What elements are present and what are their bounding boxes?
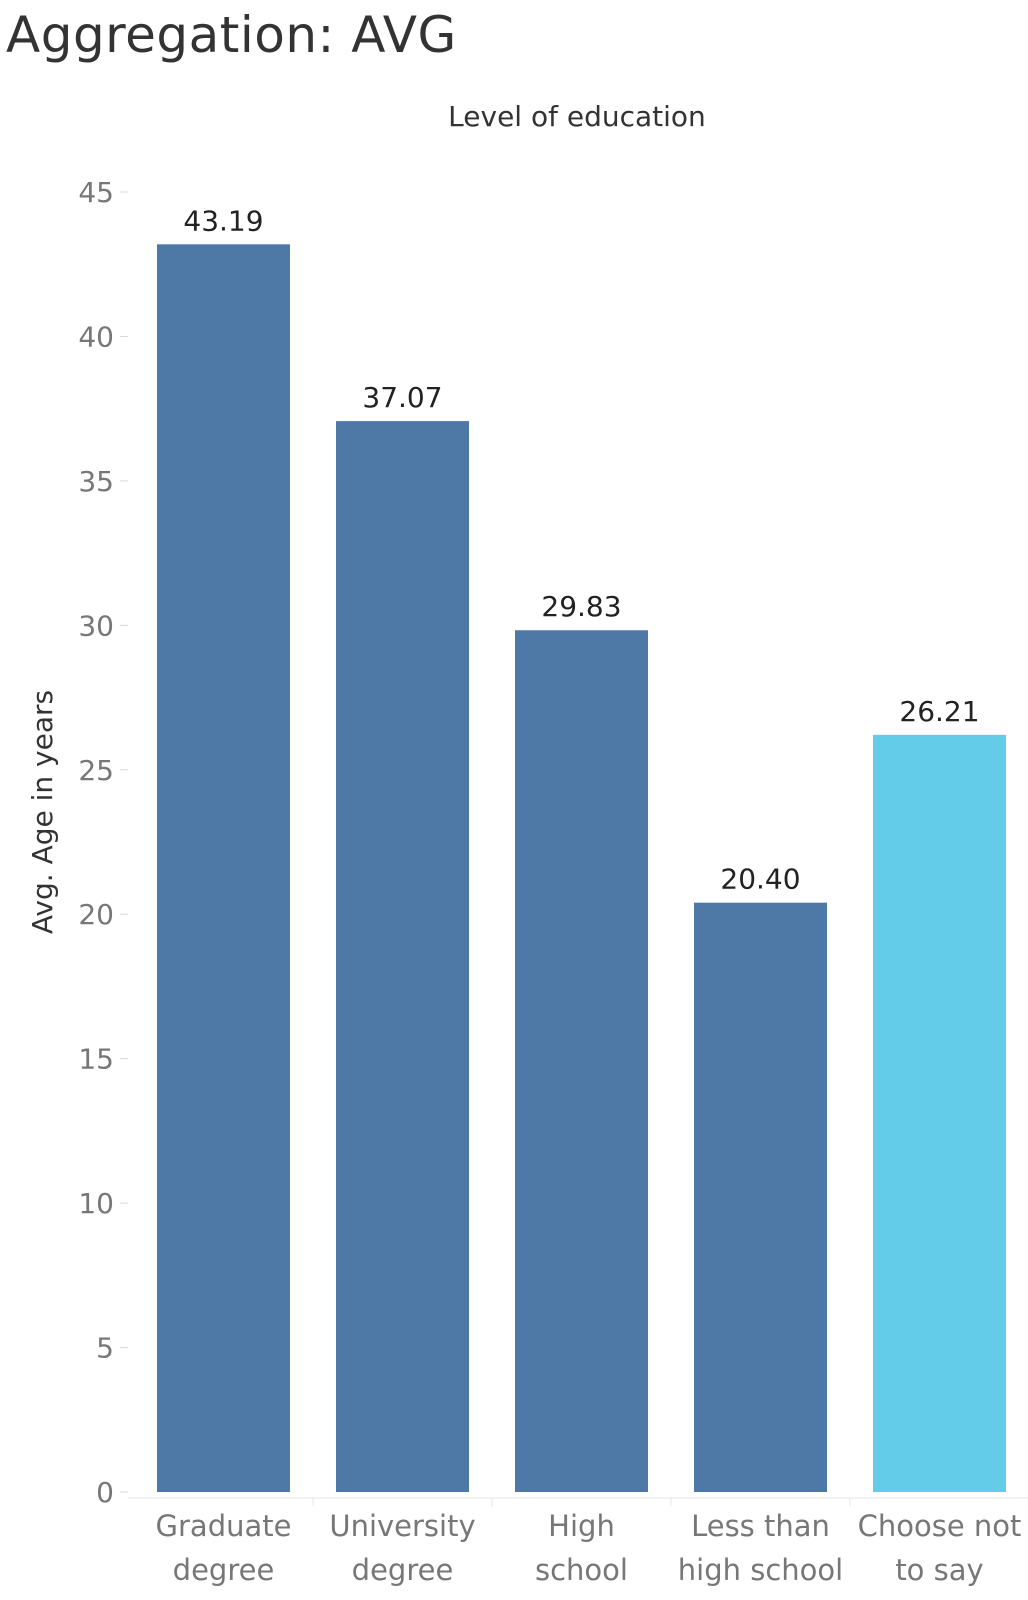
data-labels: 43.19 37.07 29.83 20.40 26.21 <box>183 204 979 895</box>
data-label: 43.19 <box>183 204 263 237</box>
y-tick-label: 15 <box>78 1043 114 1076</box>
bar <box>873 734 1006 1492</box>
column-header: Level of education <box>448 100 706 133</box>
y-tick-label: 5 <box>96 1332 114 1365</box>
x-tick-label: Choose not to say <box>858 1509 1022 1587</box>
y-tick-label: 30 <box>78 609 114 642</box>
x-tick-label: University degree <box>329 1509 475 1587</box>
y-tick-label: 45 <box>78 176 114 209</box>
y-tick-label: 40 <box>78 320 114 353</box>
bar <box>157 244 290 1492</box>
bar <box>694 902 827 1492</box>
y-axis: 0 5 10 15 20 25 30 35 40 45 <box>78 176 128 1509</box>
y-tick-label: 0 <box>96 1476 114 1509</box>
y-tick-label: 10 <box>78 1187 114 1220</box>
x-tick-label: Graduate degree <box>156 1509 292 1587</box>
y-tick-label: 35 <box>78 465 114 498</box>
page-title: Aggregation: AVG <box>6 6 457 64</box>
x-axis: Graduate degree University degree High school… <box>128 1497 1028 1587</box>
y-tick-label: 25 <box>78 754 114 787</box>
y-tick-label: 20 <box>78 898 114 931</box>
data-label: 37.07 <box>362 381 442 414</box>
data-label: 20.40 <box>720 863 800 896</box>
data-label: 29.83 <box>541 590 621 623</box>
x-tick-label: High school <box>535 1509 628 1587</box>
x-tick-label: Less than high school <box>678 1509 843 1587</box>
bars <box>157 244 1006 1493</box>
bar <box>515 630 648 1492</box>
data-label: 26.21 <box>899 695 979 728</box>
y-axis-title: Avg. Age in years <box>26 690 59 934</box>
bar <box>336 421 469 1493</box>
